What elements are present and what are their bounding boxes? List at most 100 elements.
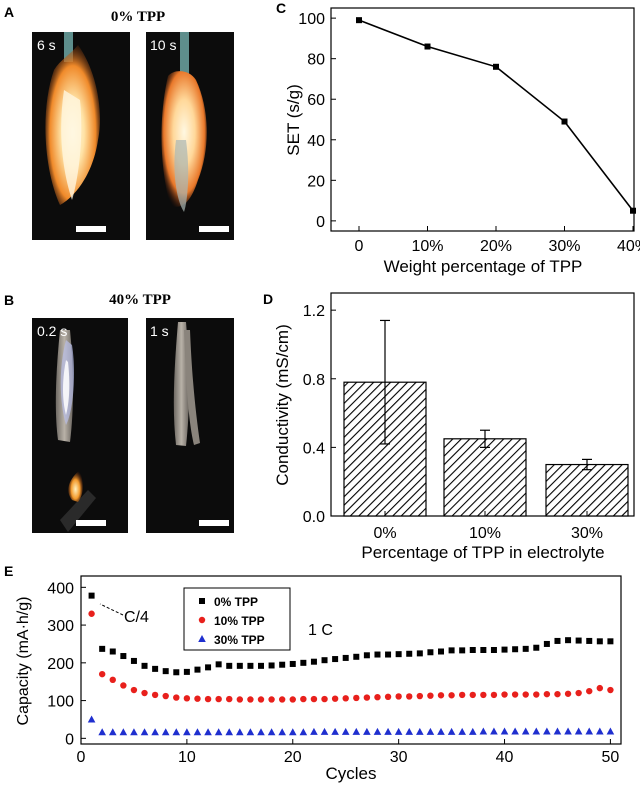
chart-e-point: [522, 645, 529, 652]
chart-c-series-line: [358, 19, 634, 212]
chart-e-point: [258, 662, 264, 669]
chart-e-ytick-label: 100: [47, 694, 74, 711]
chart-d-conductivity: Conductivity (mS/cm) Percentage of TPP i…: [273, 292, 635, 562]
panel-label-a: A: [4, 4, 14, 20]
chart-e-point: [469, 646, 476, 653]
chart-e-point: [437, 727, 445, 735]
chart-e-point: [162, 668, 169, 675]
chart-e-point: [215, 661, 222, 668]
chart-e-point: [310, 695, 318, 703]
chart-e-point: [384, 693, 392, 701]
chart-c-ytick-label: 80: [307, 52, 325, 69]
photo-a-10s-time: 10 s: [150, 37, 176, 53]
chart-e-point: [596, 638, 603, 645]
chart-e-legend-marker: [198, 616, 206, 624]
chart-e-point: [268, 662, 275, 669]
chart-e-point: [215, 695, 222, 703]
chart-e-point: [310, 658, 317, 665]
chart-e-legend-marker: [198, 635, 206, 642]
chart-e-point: [511, 691, 519, 698]
chart-e-point: [161, 728, 170, 736]
chart-c-ytick-label: 60: [307, 92, 325, 109]
chart-e-point: [300, 659, 307, 666]
chart-e-ylabel: Capacity (mA·h/g): [15, 597, 32, 726]
chart-e-xtick-label: 0: [77, 749, 86, 766]
photo-b-0.2s: 0.2 s: [32, 318, 128, 533]
chart-e-xlabel: Cycles: [325, 764, 376, 783]
chart-e-point: [194, 666, 201, 673]
chart-c-xtick-label: 30%: [548, 238, 580, 255]
photo-a-6s-time: 6 s: [37, 37, 56, 53]
chart-e-point: [172, 728, 181, 736]
chart-e-point: [490, 691, 498, 699]
chart-e-point: [543, 640, 550, 647]
chart-e-point: [151, 691, 159, 699]
chart-d-ytick-label: 0.8: [303, 372, 325, 389]
chart-e-point: [183, 668, 190, 675]
chart-e-point: [458, 691, 466, 699]
chart-e-point: [543, 690, 551, 698]
chart-e-point: [427, 692, 434, 699]
chart-e-point: [585, 727, 594, 735]
chart-e-point: [363, 727, 371, 735]
chart-d-xtick-label: 10%: [469, 525, 501, 542]
chart-e-point: [288, 728, 297, 736]
chart-e-point: [130, 728, 138, 736]
chart-e-ytick-label: 200: [47, 656, 74, 673]
chart-c-xlabel: Weight percentage of TPP: [384, 257, 583, 276]
photo-b-0.2s-time: 0.2 s: [37, 323, 67, 339]
photo-a-10s: 10 s: [146, 32, 234, 240]
chart-e-point: [607, 686, 614, 694]
chart-e-xtick-label: 30: [390, 749, 408, 766]
chart-e-point: [501, 691, 508, 698]
chart-e-point: [522, 691, 529, 698]
chart-c-point: [356, 17, 362, 24]
chart-e-point: [289, 696, 296, 703]
chart-e-point: [246, 728, 255, 736]
chart-e-point: [342, 695, 349, 702]
chart-c-point: [424, 43, 431, 50]
chart-e-point: [98, 670, 106, 678]
chart-e-point: [236, 728, 244, 736]
chart-e-ytick-label: 300: [47, 618, 74, 635]
panel-label-c: C: [276, 0, 286, 16]
chart-c-ytick-label: 0: [316, 214, 325, 231]
chart-e-point: [141, 662, 148, 669]
chart-e-point: [194, 695, 201, 702]
chart-e-point: [490, 646, 497, 653]
chart-e-point: [385, 651, 392, 658]
chart-e-point: [278, 728, 286, 736]
chart-e-point: [416, 727, 424, 735]
chart-e-point: [384, 727, 392, 735]
chart-e-point: [373, 727, 382, 735]
chart-e-point: [468, 727, 477, 735]
chart-e-point: [607, 638, 614, 645]
chart-e-point: [88, 592, 95, 599]
chart-e-point: [395, 693, 402, 700]
chart-e-point: [596, 727, 604, 735]
chart-e-point: [427, 649, 434, 656]
chart-e-ytick-label: 400: [47, 580, 74, 597]
chart-e-point: [416, 692, 424, 700]
chart-e-point: [479, 727, 488, 735]
chart-e-point: [448, 647, 455, 654]
chart-e-point: [501, 646, 508, 653]
chart-e-point: [183, 695, 191, 702]
chart-e-point: [586, 687, 593, 695]
chart-e-point: [405, 727, 414, 735]
chart-e-point: [554, 637, 561, 644]
chart-e-point: [564, 727, 572, 735]
chart-e-point: [321, 657, 328, 664]
chart-e-point: [279, 661, 286, 668]
chart-e-point: [331, 695, 339, 702]
chart-e-point: [533, 644, 540, 651]
chart-e-point: [225, 728, 234, 736]
chart-e-point: [300, 695, 307, 703]
panel-label-d: D: [263, 291, 273, 307]
chart-e-point: [193, 728, 202, 736]
chart-d-ylabel: Conductivity (mS/cm): [273, 324, 292, 486]
chart-e-point: [278, 696, 286, 703]
chart-e-point: [353, 653, 360, 660]
chart-e-ytick-label: 0: [65, 731, 74, 748]
chart-d-bar: [443, 438, 527, 517]
